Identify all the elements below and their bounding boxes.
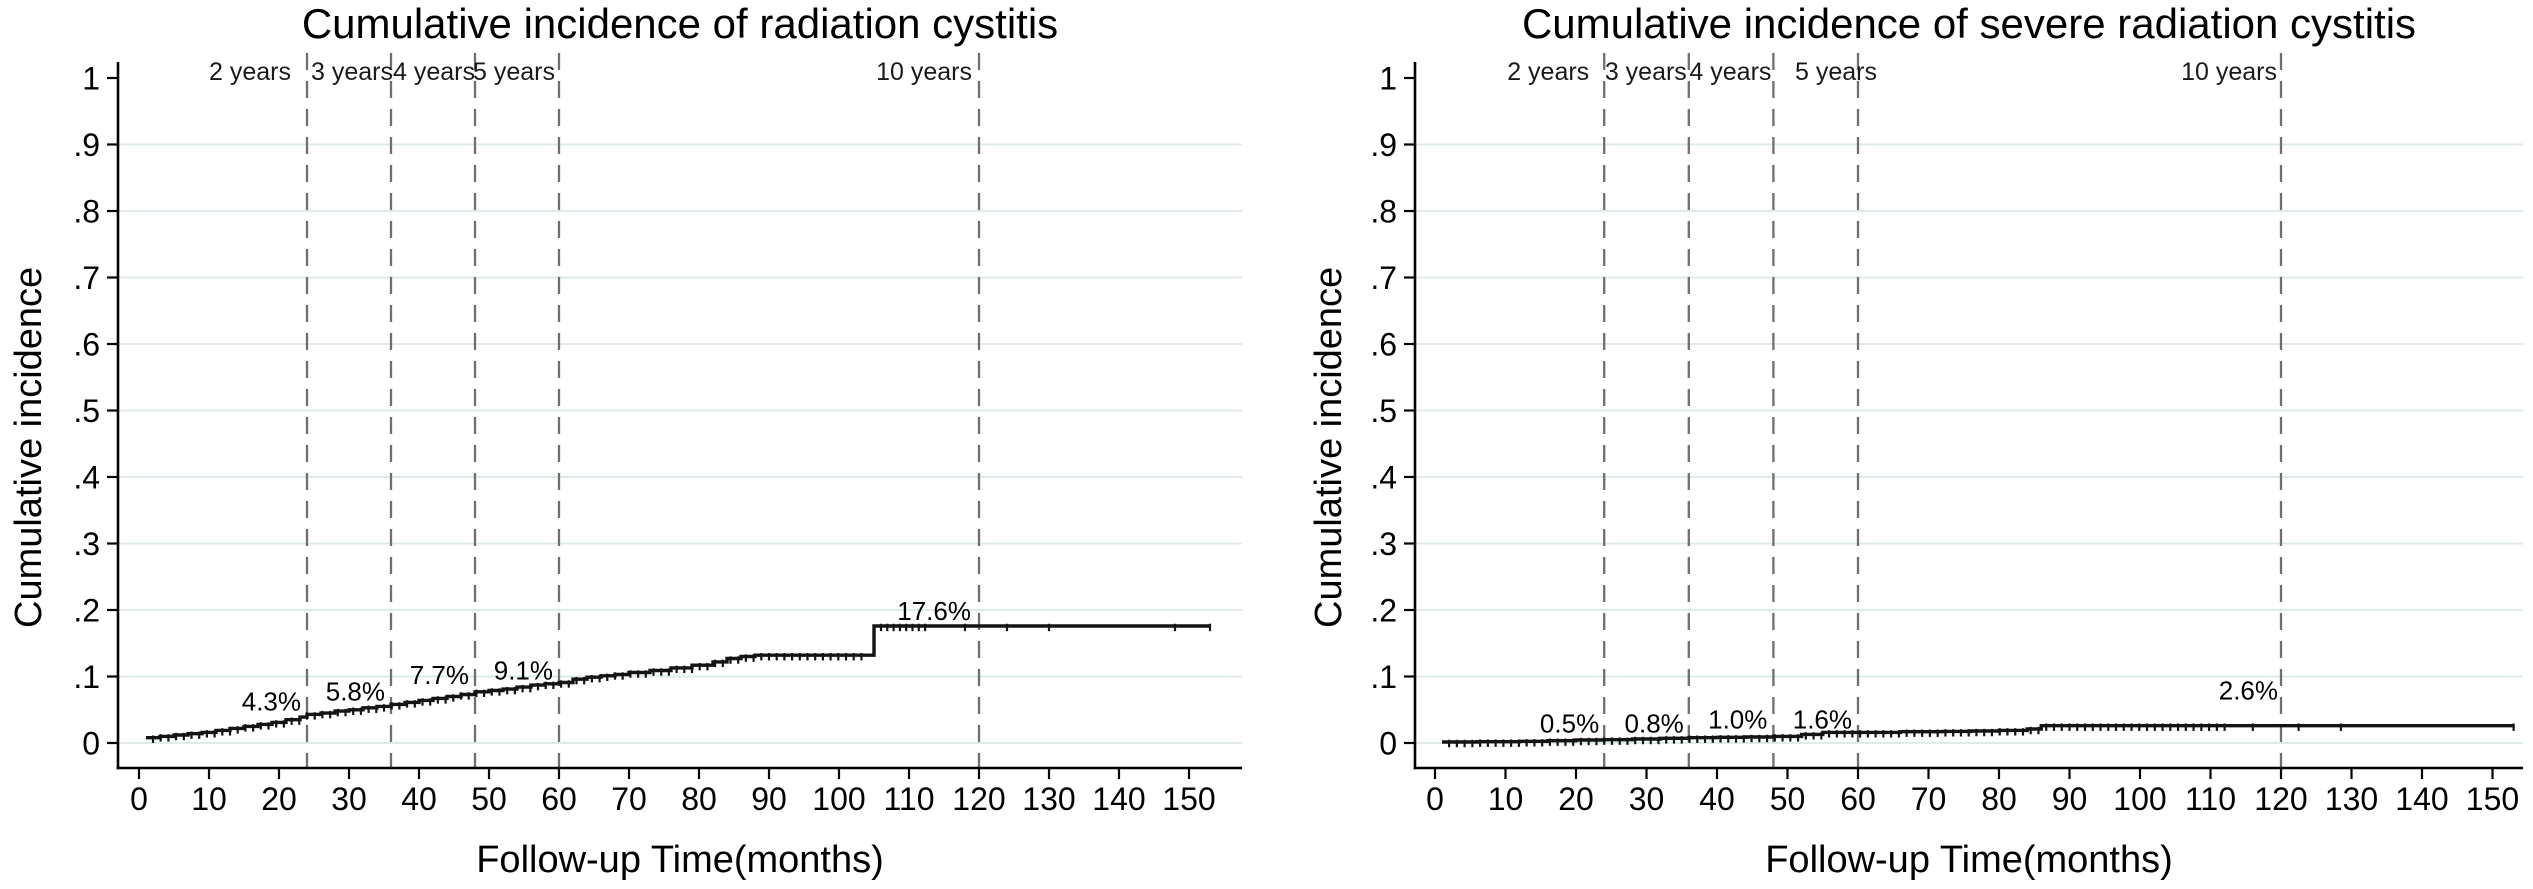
annotation-4.3pct: 4.3%: [242, 686, 301, 716]
y-tick-label: .4: [1370, 460, 1397, 496]
censor-ticks: [151, 623, 1212, 743]
y-tick-label: .3: [1370, 526, 1397, 562]
reference-label: 5 years: [1795, 58, 1877, 86]
y-tick-label: 0: [1379, 726, 1397, 762]
x-tick-label: 110: [883, 781, 934, 817]
annotation-1.0pct: 1.0%: [1708, 704, 1767, 734]
y-tick-label: 1: [1379, 61, 1397, 97]
x-tick-label: 70: [611, 781, 647, 817]
y-tick-label: .1: [1370, 659, 1397, 695]
left-y-axis-title: Cumulative incidence: [8, 266, 50, 628]
left-chart-title: Cumulative incidence of radiation cystit…: [301, 0, 1059, 47]
reference-label: 2 years: [209, 58, 291, 86]
reference-label: 4 years: [393, 58, 475, 86]
y-tick-label: .9: [73, 127, 100, 163]
x-tick-label: 110: [2185, 781, 2236, 817]
y-tick-label: .7: [73, 260, 100, 296]
reference-label: 3 years: [1605, 58, 1687, 86]
y-tick-label: .9: [1370, 127, 1397, 163]
annotation-9.1pct: 9.1%: [494, 655, 553, 685]
x-tick-label: 10: [191, 781, 227, 817]
reference-label: 10 years: [2181, 58, 2277, 86]
y-tick-label: 1: [82, 61, 100, 97]
x-tick-label: 80: [681, 781, 717, 817]
censor-ticks: [1447, 723, 2515, 748]
right-x-axis-title: Follow-up Time(months): [1765, 839, 2173, 881]
annotation-2.6pct: 2.6%: [2219, 676, 2278, 706]
y-tick-label: .3: [73, 526, 100, 562]
y-tick-label: .2: [1370, 593, 1397, 629]
x-tick-label: 90: [2052, 781, 2088, 817]
x-tick-label: 50: [471, 781, 507, 817]
y-tick-label: .2: [73, 593, 100, 629]
x-tick-label: 100: [2113, 781, 2166, 817]
x-tick-label: 130: [1022, 781, 1075, 817]
reference-label: 10 years: [876, 58, 972, 86]
reference-label: 4 years: [1689, 58, 1771, 86]
x-tick-label: 60: [541, 781, 577, 817]
cumulative-incidence-curve: [146, 624, 1210, 740]
right-chart: 2 years 3 years 4 years 5 years 10 years 0 .1.…: [1370, 53, 2523, 817]
reference-label: 2 years: [1507, 58, 1589, 86]
y-tick-label: .8: [1370, 194, 1397, 230]
right-chart-title: Cumulative incidence of severe radiation…: [1521, 0, 2417, 47]
x-tick-label: 20: [261, 781, 297, 817]
right-y-axis-title: Cumulative incidence: [1308, 266, 1350, 628]
annotation-0.5pct: 0.5%: [1540, 709, 1599, 739]
y-tick-label: .6: [73, 327, 100, 363]
y-tick-label: 0: [82, 726, 100, 762]
x-tick-label: 20: [1558, 781, 1594, 817]
annotation-17.6pct: 17.6%: [897, 596, 971, 626]
cumulative-incidence-curve: [1442, 724, 2514, 744]
x-tick-label: 50: [1770, 781, 1806, 817]
x-tick-label: 150: [2466, 781, 2519, 817]
y-tick-label: .5: [73, 393, 100, 429]
x-tick-label: 30: [1629, 781, 1665, 817]
x-tick-label: 0: [1426, 781, 1444, 817]
x-tick-label: 80: [1981, 781, 2017, 817]
x-tick-label: 150: [1162, 781, 1215, 817]
x-tick-label: 60: [1840, 781, 1876, 817]
x-tick-label: 70: [1911, 781, 1947, 817]
y-tick-label: .6: [1370, 327, 1397, 363]
x-tick-label: 10: [1488, 781, 1524, 817]
y-tick-label: .8: [73, 194, 100, 230]
x-tick-label: 140: [1092, 781, 1145, 817]
reference-label: 5 years: [473, 58, 555, 86]
annotation-0.8pct: 0.8%: [1625, 709, 1684, 739]
x-tick-label: 100: [812, 781, 865, 817]
x-tick-label: 140: [2395, 781, 2448, 817]
annotation-5.8pct: 5.8%: [326, 676, 385, 706]
annotation-1.6pct: 1.6%: [1793, 704, 1852, 734]
x-tick-label: 120: [2254, 781, 2307, 817]
annotation-7.7pct: 7.7%: [410, 660, 469, 690]
x-tick-label: 90: [751, 781, 787, 817]
x-tick-label: 130: [2325, 781, 2378, 817]
y-tick-label: .1: [73, 659, 100, 695]
y-tick-label: .4: [73, 460, 100, 496]
y-tick-label: .5: [1370, 393, 1397, 429]
x-tick-label: 40: [401, 781, 437, 817]
x-tick-label: 40: [1699, 781, 1735, 817]
reference-label: 3 years: [311, 58, 393, 86]
x-tick-label: 30: [331, 781, 367, 817]
left-x-axis-title: Follow-up Time(months): [476, 839, 884, 881]
x-tick-label: 120: [952, 781, 1005, 817]
y-tick-label: .7: [1370, 260, 1397, 296]
x-tick-label: 0: [130, 781, 148, 817]
